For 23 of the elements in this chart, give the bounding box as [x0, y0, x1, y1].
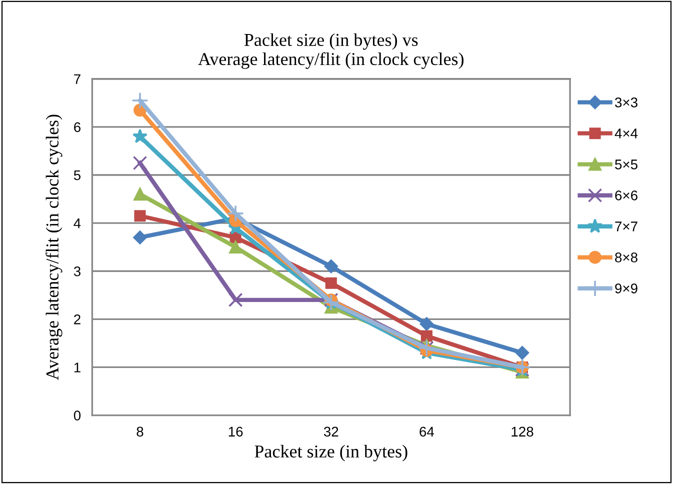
legend-label: 6×6 [615, 190, 638, 200]
legend-label: 3×3 [615, 98, 638, 108]
y-tick-label: 7 [74, 74, 80, 84]
x-tick-label: 128 [512, 426, 534, 437]
x-tick-label: 16 [228, 426, 243, 437]
y-tick-label: 5 [74, 170, 81, 180]
y-tick-label: 4 [74, 218, 81, 228]
y-tick-label: 2 [74, 314, 80, 324]
y-tick-label: 0 [74, 410, 81, 420]
legend-label: 7×7 [615, 222, 638, 232]
x-axis-title: Packet size (in bytes) [254, 444, 408, 462]
legend-label: 8×8 [615, 252, 638, 262]
legend-label: 5×5 [615, 160, 638, 170]
y-tick-label: 3 [74, 266, 80, 276]
y-tick-label: 1 [74, 362, 80, 372]
x-tick-label: 64 [420, 426, 434, 437]
y-axis-title: Average latency/flit (in clock cycles) [46, 114, 62, 380]
legend-label: 4×4 [614, 128, 638, 138]
y-tick-label: 6 [74, 122, 80, 132]
x-tick-label: 32 [324, 426, 338, 437]
chart-title: Packet size (in bytes) vs Average latency/flit (in clock cycles) [198, 33, 464, 69]
x-tick-label: 8 [136, 426, 144, 437]
legend-label: 9×9 [615, 284, 638, 294]
